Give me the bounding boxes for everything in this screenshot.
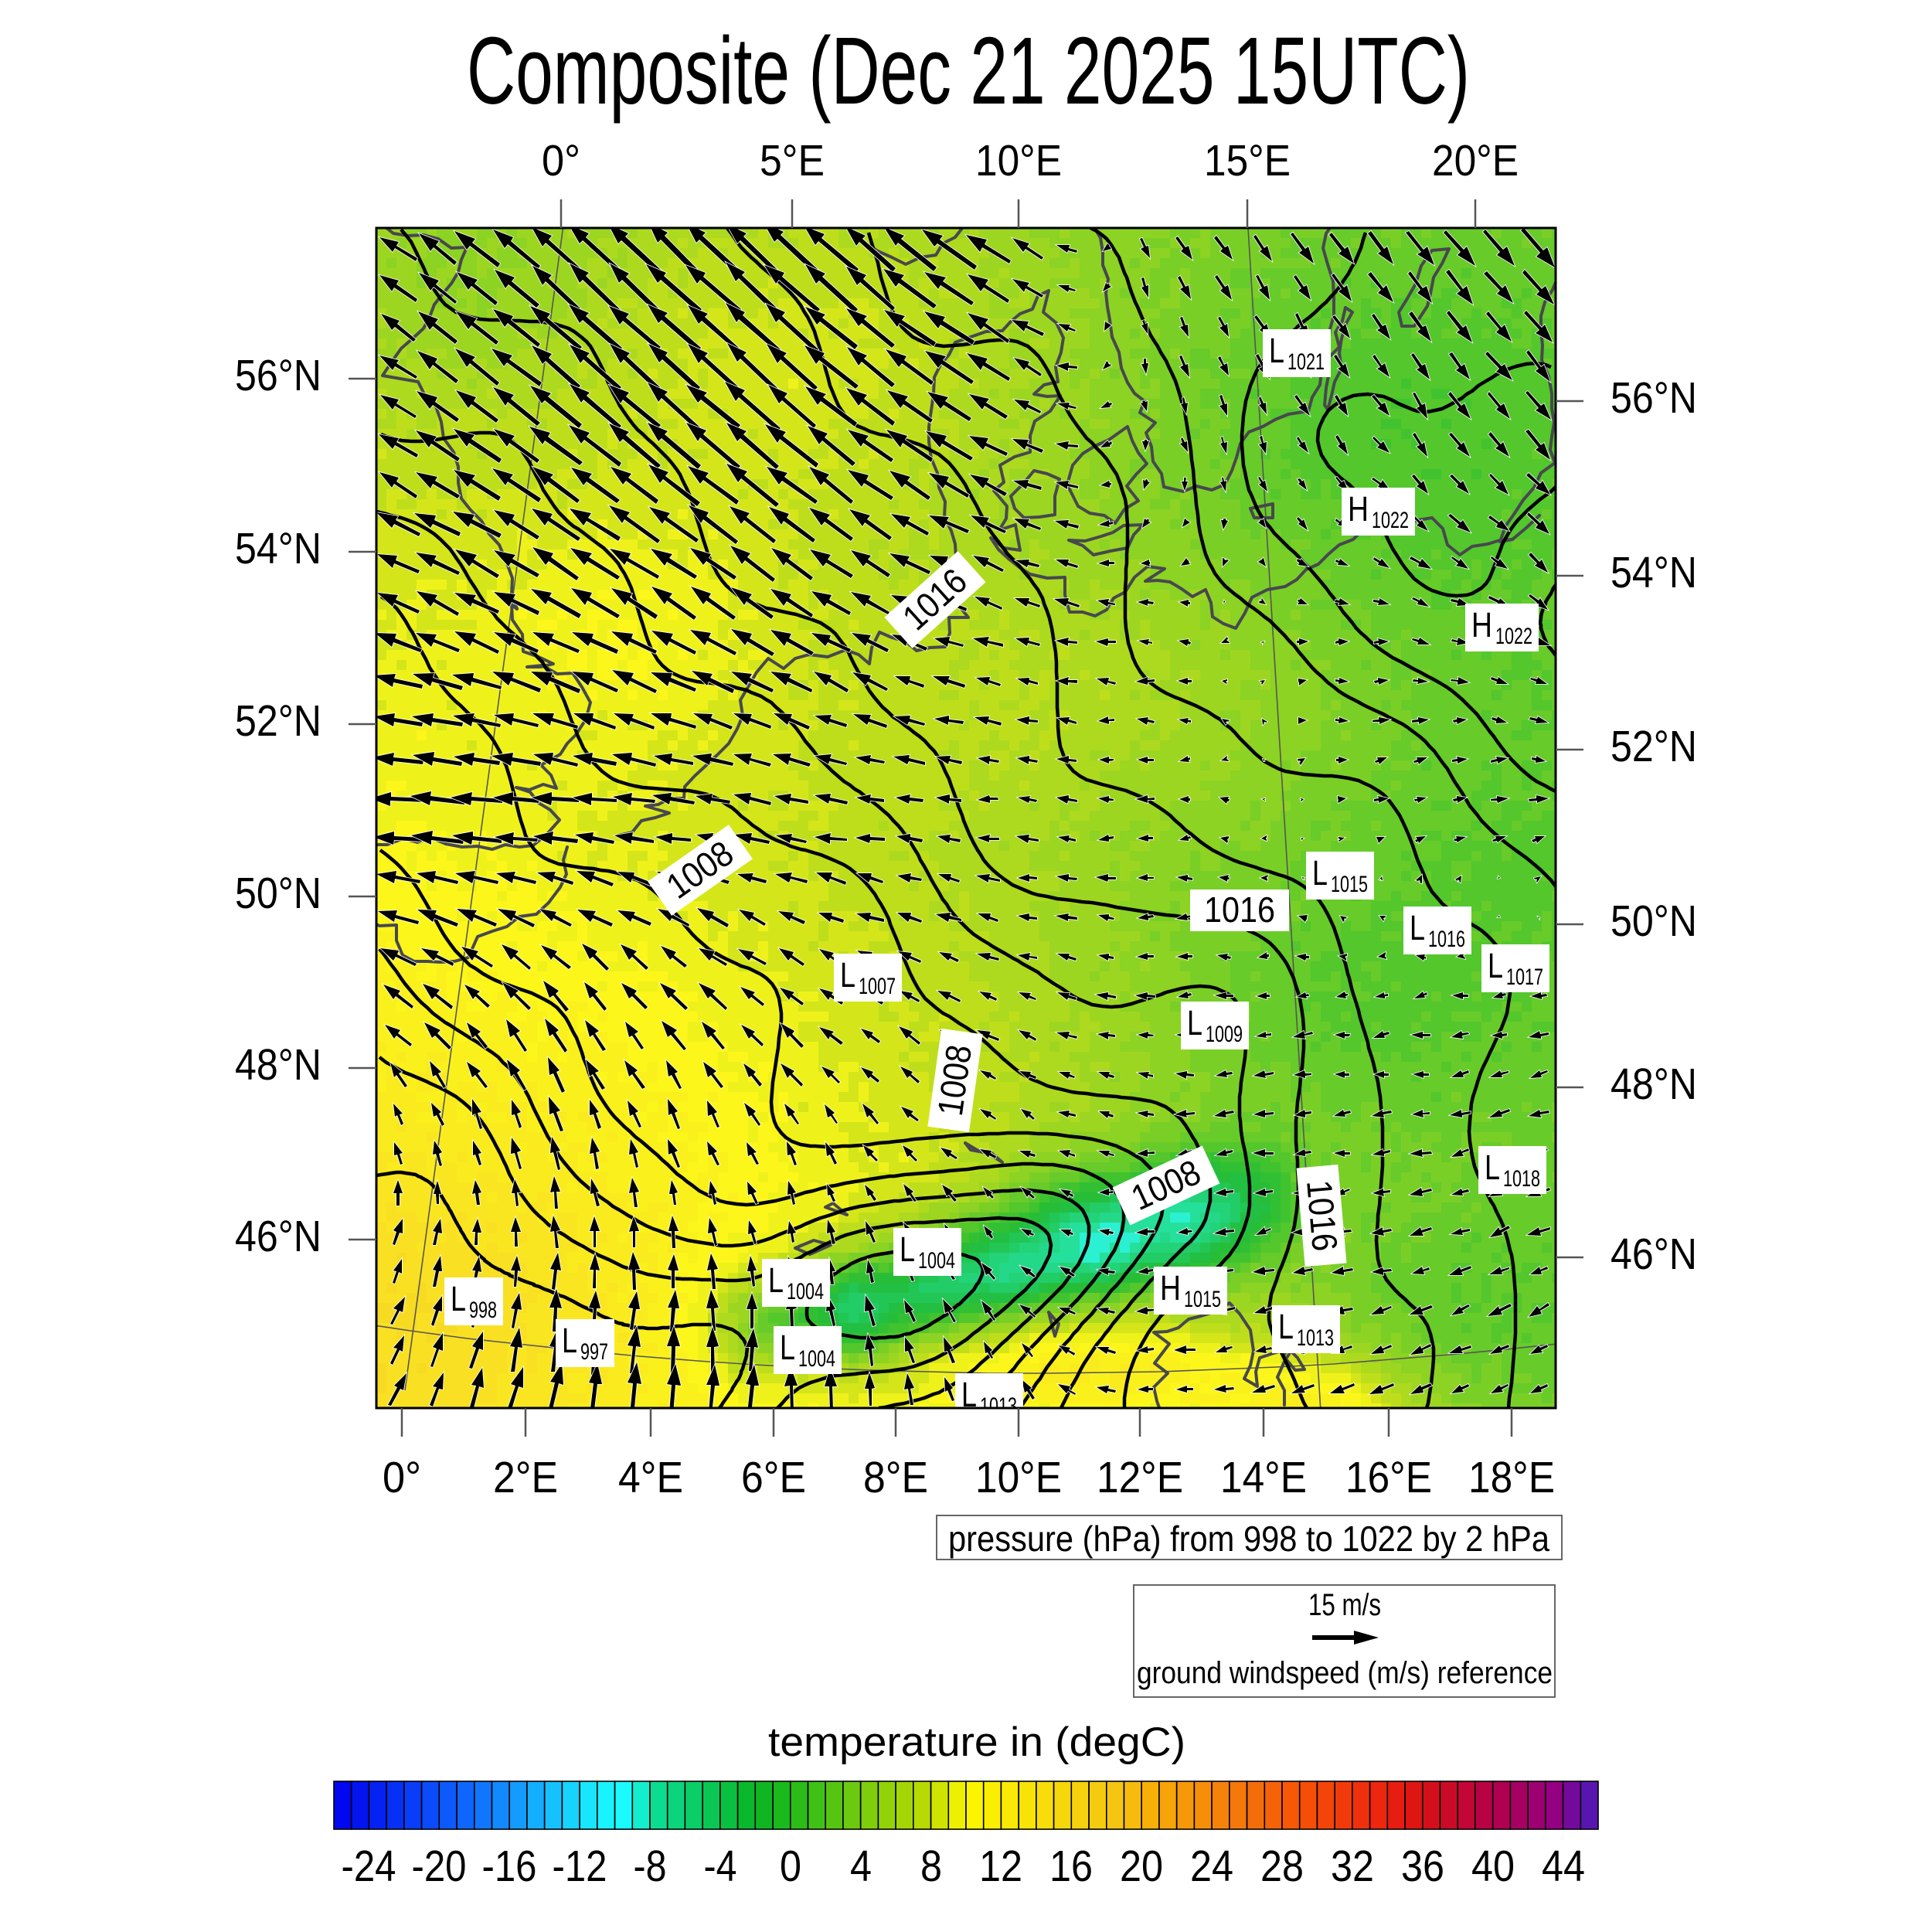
svg-text:-20: -20 <box>412 1842 467 1891</box>
svg-text:8: 8 <box>920 1842 942 1891</box>
svg-text:1021: 1021 <box>1287 349 1325 375</box>
svg-text:15 m/s: 15 m/s <box>1308 1588 1381 1622</box>
svg-text:14°E: 14°E <box>1220 1453 1307 1502</box>
svg-text:20: 20 <box>1120 1842 1163 1891</box>
svg-text:48°N: 48°N <box>235 1040 321 1090</box>
svg-text:1004: 1004 <box>787 1279 824 1304</box>
svg-text:0°: 0° <box>542 136 580 185</box>
svg-text:1004: 1004 <box>798 1346 835 1372</box>
svg-text:L: L <box>900 1230 915 1269</box>
svg-text:46°N: 46°N <box>235 1212 321 1261</box>
svg-text:56°N: 56°N <box>1611 373 1697 423</box>
svg-text:L: L <box>1485 1148 1500 1187</box>
svg-text:40: 40 <box>1471 1842 1515 1891</box>
svg-text:24: 24 <box>1190 1842 1233 1891</box>
svg-text:L: L <box>1488 946 1503 985</box>
svg-text:-12: -12 <box>553 1842 607 1891</box>
svg-text:20°E: 20°E <box>1432 136 1519 185</box>
svg-text:10°E: 10°E <box>975 1453 1062 1502</box>
svg-text:-8: -8 <box>634 1842 667 1891</box>
svg-text:H: H <box>1160 1268 1181 1308</box>
svg-text:L: L <box>840 955 855 995</box>
svg-text:H: H <box>1471 605 1492 645</box>
svg-text:-4: -4 <box>704 1842 737 1891</box>
svg-text:54°N: 54°N <box>235 524 321 573</box>
svg-text:L: L <box>1278 1307 1294 1346</box>
svg-text:18°E: 18°E <box>1468 1453 1555 1502</box>
svg-text:1008: 1008 <box>930 1043 979 1118</box>
svg-text:0: 0 <box>780 1842 801 1891</box>
svg-text:10°E: 10°E <box>975 136 1062 185</box>
svg-text:15°E: 15°E <box>1204 136 1291 185</box>
svg-text:4: 4 <box>850 1842 872 1891</box>
svg-text:1009: 1009 <box>1206 1022 1243 1047</box>
svg-text:1013: 1013 <box>1297 1325 1334 1351</box>
svg-text:46°N: 46°N <box>1611 1230 1697 1279</box>
svg-text:44: 44 <box>1542 1842 1585 1891</box>
svg-text:L: L <box>961 1375 977 1414</box>
svg-text:5°E: 5°E <box>760 136 825 185</box>
svg-text:4°E: 4°E <box>618 1453 683 1502</box>
svg-text:1016: 1016 <box>1299 1179 1345 1253</box>
svg-text:48°N: 48°N <box>1611 1060 1697 1109</box>
svg-text:12°E: 12°E <box>1097 1453 1183 1502</box>
svg-text:1004: 1004 <box>918 1248 955 1274</box>
svg-text:50°N: 50°N <box>235 869 321 918</box>
svg-text:1022: 1022 <box>1372 508 1409 533</box>
svg-text:54°N: 54°N <box>1611 548 1697 597</box>
svg-text:32: 32 <box>1331 1842 1374 1891</box>
svg-text:2°E: 2°E <box>493 1453 558 1502</box>
svg-text:L: L <box>768 1260 784 1300</box>
svg-text:0°: 0° <box>383 1453 421 1502</box>
svg-text:L: L <box>1187 1003 1202 1043</box>
svg-text:28: 28 <box>1260 1842 1304 1891</box>
svg-text:8°E: 8°E <box>863 1453 928 1502</box>
svg-text:Composite (Dec 21 2025 15UTC): Composite (Dec 21 2025 15UTC) <box>467 19 1470 124</box>
svg-text:1007: 1007 <box>859 974 896 999</box>
svg-text:1018: 1018 <box>1503 1166 1540 1192</box>
svg-text:12: 12 <box>979 1842 1022 1891</box>
svg-text:L: L <box>1269 331 1284 370</box>
svg-text:ground windspeed (m/s) referen: ground windspeed (m/s) reference <box>1137 1656 1553 1690</box>
svg-text:56°N: 56°N <box>235 351 321 400</box>
svg-text:1016: 1016 <box>1204 889 1275 930</box>
svg-text:1015: 1015 <box>1184 1287 1221 1312</box>
svg-text:L: L <box>1410 908 1425 947</box>
svg-text:50°N: 50°N <box>1611 896 1697 946</box>
svg-text:1013: 1013 <box>980 1393 1017 1419</box>
svg-text:H: H <box>1348 489 1369 529</box>
svg-text:L: L <box>562 1321 577 1360</box>
svg-text:-24: -24 <box>342 1842 396 1891</box>
svg-text:-16: -16 <box>482 1842 537 1891</box>
svg-text:pressure (hPa) from 998 to 102: pressure (hPa) from 998 to 1022 by 2 hPa <box>948 1519 1549 1559</box>
svg-text:L: L <box>1312 853 1328 893</box>
svg-text:6°E: 6°E <box>741 1453 806 1502</box>
svg-text:1017: 1017 <box>1506 964 1543 990</box>
svg-text:52°N: 52°N <box>1611 722 1697 771</box>
svg-text:52°N: 52°N <box>235 696 321 746</box>
svg-text:997: 997 <box>580 1339 608 1365</box>
svg-text:L: L <box>451 1279 466 1318</box>
svg-text:L: L <box>780 1328 795 1367</box>
svg-text:1016: 1016 <box>1428 927 1465 952</box>
svg-text:16: 16 <box>1049 1842 1093 1891</box>
svg-text:temperature in (degC): temperature in (degC) <box>768 1719 1185 1765</box>
svg-text:1022: 1022 <box>1495 624 1532 649</box>
svg-text:36: 36 <box>1401 1842 1444 1891</box>
svg-text:998: 998 <box>469 1298 497 1323</box>
svg-text:16°E: 16°E <box>1345 1453 1432 1502</box>
svg-text:1015: 1015 <box>1331 872 1368 897</box>
